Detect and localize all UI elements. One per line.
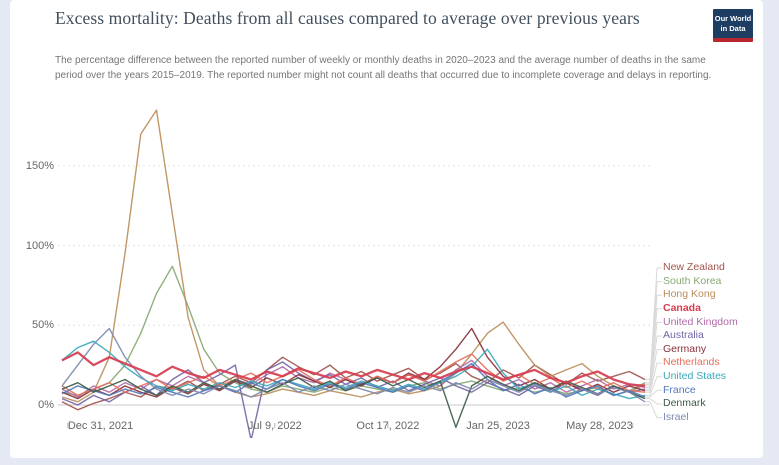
legend-connector (645, 294, 662, 385)
legend-connector (645, 267, 662, 380)
x-axis-tick-label: May 28, 2023 (566, 420, 633, 432)
legend-item-netherlands[interactable]: Netherlands (663, 356, 720, 369)
legend-item-israel[interactable]: Israel (663, 410, 689, 423)
legend-item-australia[interactable]: Australia (663, 329, 704, 342)
chart-subtitle: The percentage difference between the re… (55, 55, 712, 81)
series-line-netherlands[interactable] (61, 353, 646, 397)
y-axis-tick-label: 0% (38, 399, 54, 411)
legend-connector (645, 389, 662, 398)
chart-legend: New Zealand South Korea Hong Kong Canada Uni… (663, 261, 738, 424)
legend-connector (645, 349, 662, 392)
series-line-denmark[interactable] (61, 375, 646, 428)
legend-connector (645, 398, 662, 405)
legend-connector (645, 362, 662, 393)
owid-logo-line2: in Data (720, 23, 746, 33)
legend-item-new-zealand[interactable]: New Zealand (663, 261, 725, 274)
legend-connector (645, 335, 662, 390)
legend-item-united-kingdom[interactable]: United Kingdom (663, 315, 738, 328)
legend-connector (645, 321, 662, 388)
y-axis-tick-label: 50% (31, 319, 54, 332)
legend-item-south-korea[interactable]: South Korea (663, 274, 722, 287)
y-axis-tick-label: 150% (25, 159, 54, 172)
series-line-israel[interactable] (61, 327, 646, 403)
series-line-canada[interactable] (61, 351, 646, 388)
legend-connector (645, 281, 662, 384)
legend-connector (645, 401, 662, 419)
y-axis-tick-label: 100% (25, 239, 54, 252)
legend-connector (645, 376, 662, 396)
legend-item-france[interactable]: France (663, 383, 696, 396)
x-axis-tick-label: Oct 17, 2022 (356, 420, 420, 432)
legend-connector-lines (645, 267, 662, 419)
chart-plot-region: 0% 50% 100% 150% New Zealand South Korea Hong… (10, 90, 763, 458)
line-chart-plot[interactable] (58, 90, 652, 438)
series-line-south-korea[interactable] (61, 265, 646, 397)
legend-item-hong-kong[interactable]: Hong Kong (663, 288, 716, 301)
chart-card: Excess mortality: Deaths from all causes… (10, 0, 763, 458)
series-line-hong-kong[interactable] (61, 109, 646, 403)
x-axis-tick-label: Jul 9, 2022 (247, 420, 302, 432)
x-axis-tick-label: Jan 25, 2023 (466, 420, 530, 432)
x-axis-tick-label: Dec 31, 2021 (67, 420, 134, 432)
legend-connector (645, 308, 662, 387)
legend-item-united-states[interactable]: United States (663, 369, 727, 382)
owid-logo[interactable]: Our World in Data (713, 9, 753, 42)
series-line-united-states[interactable] (61, 340, 646, 400)
owid-logo-line1: Our World (714, 14, 752, 24)
legend-item-denmark[interactable]: Denmark (663, 397, 706, 410)
legend-item-canada[interactable]: Canada (663, 301, 701, 314)
legend-item-germany[interactable]: Germany (663, 342, 707, 355)
chart-title: Excess mortality: Deaths from all causes… (55, 8, 640, 28)
